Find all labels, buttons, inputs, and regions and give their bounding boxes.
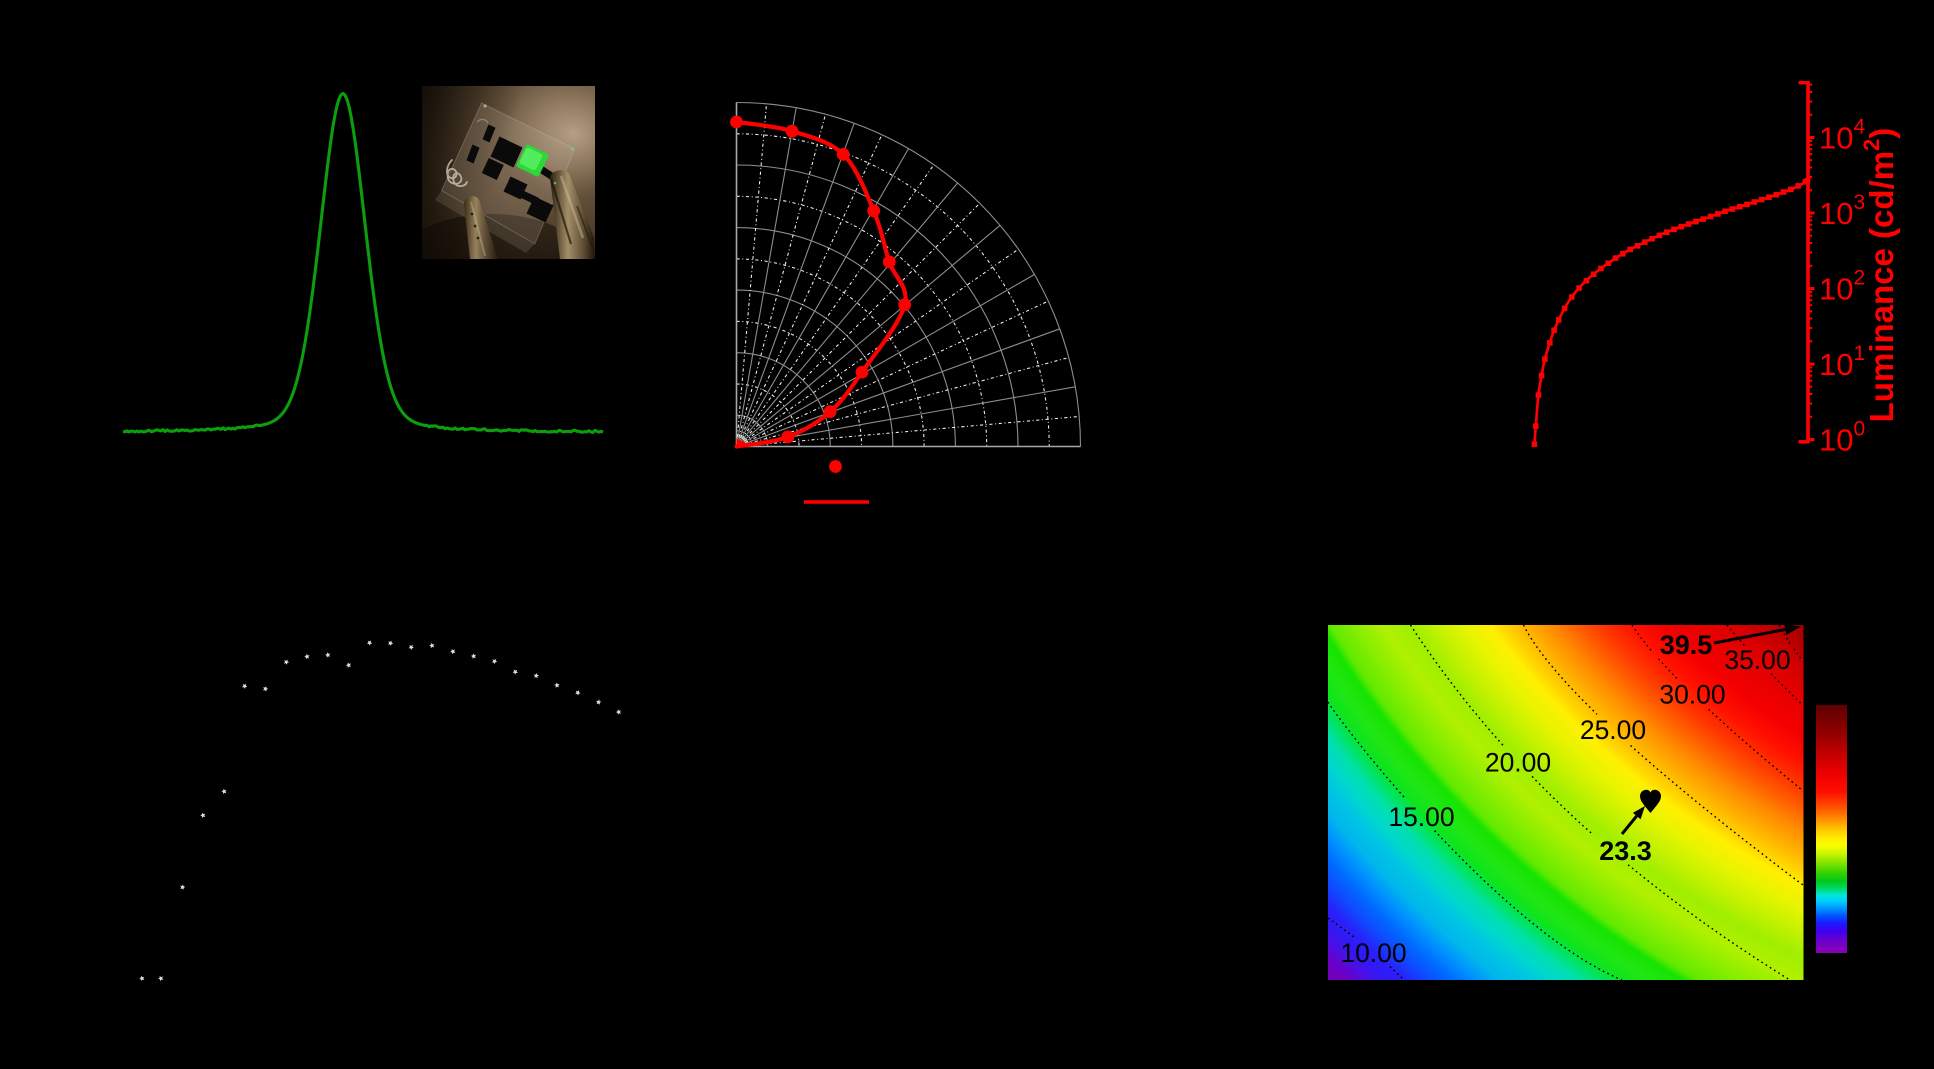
svg-text:20.00: 20.00 [1485,748,1551,778]
svg-text:Luminance (cd/m2): Luminance (cd/m2) [1859,128,1900,423]
svg-text:23.3: 23.3 [1599,836,1652,866]
svg-text:15.00: 15.00 [1388,802,1454,832]
svg-text:25.00: 25.00 [1580,715,1646,745]
svg-text:30.00: 30.00 [1659,680,1725,710]
svg-text:35.00: 35.00 [1724,645,1790,675]
svg-text:10.00: 10.00 [1340,938,1406,968]
svg-text:39.5: 39.5 [1660,630,1713,660]
svg-text:103: 103 [1819,191,1865,231]
